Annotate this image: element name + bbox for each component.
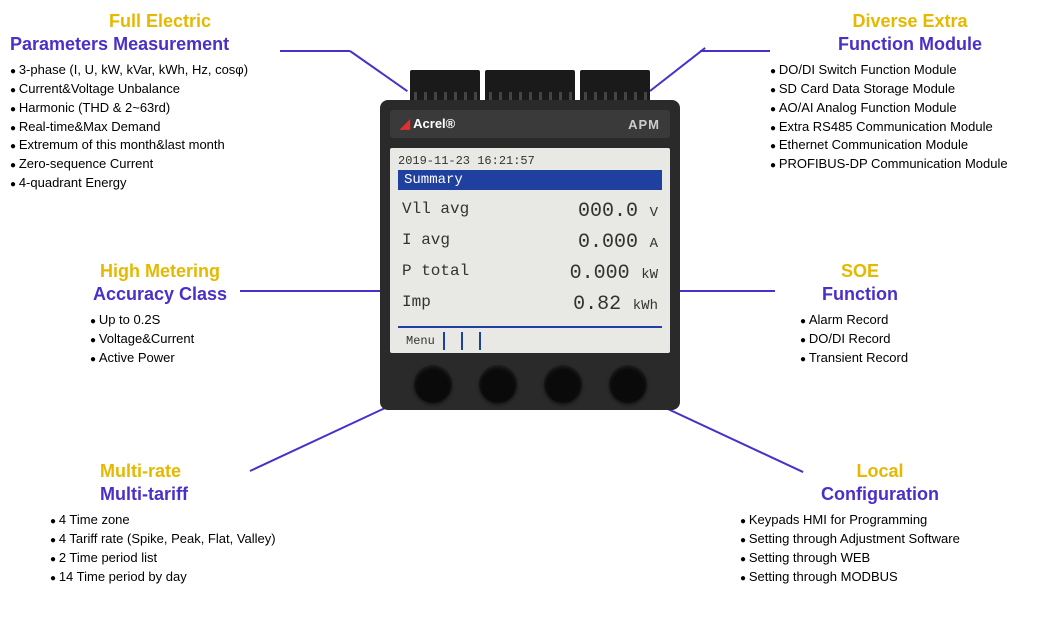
title-line1: High Metering [60, 260, 260, 283]
feature-title: Full Electric Parameters Measurement [10, 10, 310, 55]
feature-item: 4-quadrant Energy [10, 174, 310, 193]
feature-item: 2 Time period list [50, 549, 330, 568]
lcd-title: Summary [398, 170, 662, 190]
feature-item: Setting through Adjustment Software [740, 530, 1020, 549]
device-body: ◢ Acrel® APM 2019-11-23 16:21:57 Summary… [380, 100, 680, 410]
lcd-row-label: Imp [402, 293, 431, 316]
feature-item: 14 Time period by day [50, 568, 330, 587]
lcd-row-value: 0.000 kW [570, 262, 658, 285]
lcd-screen: 2019-11-23 16:21:57 Summary Vll avg 000.0… [390, 148, 670, 353]
callout-line [240, 290, 380, 292]
feature-item: Ethernet Communication Module [770, 136, 1050, 155]
lcd-row-label: P total [402, 262, 469, 285]
feature-full-electric: Full Electric Parameters Measurement 3-p… [10, 10, 310, 193]
feature-item: Active Power [90, 349, 260, 368]
feature-item: Extremum of this month&last month [10, 136, 310, 155]
device-button-1[interactable] [414, 365, 452, 403]
callout-line [680, 290, 775, 292]
feature-item: Current&Voltage Unbalance [10, 80, 310, 99]
feature-item: Transient Record [800, 349, 940, 368]
feature-soe: SOE Function Alarm RecordDO/DI RecordTra… [780, 260, 940, 368]
feature-item: Extra RS485 Communication Module [770, 118, 1050, 137]
feature-item: Alarm Record [800, 311, 940, 330]
title-line2: Multi-tariff [50, 483, 330, 506]
lcd-menu: Menu [398, 326, 662, 350]
title-line1: Full Electric [10, 10, 310, 33]
lcd-row: I avg 0.000 A [398, 227, 662, 258]
device-meter: ◢ Acrel® APM 2019-11-23 16:21:57 Summary… [380, 70, 680, 410]
lcd-row-label: Vll avg [402, 200, 469, 223]
feature-multitariff: Multi-rate Multi-tariff 4 Time zone4 Tar… [50, 460, 330, 586]
brand-label: ◢ Acrel® [400, 116, 455, 132]
feature-item: Keypads HMI for Programming [740, 511, 1020, 530]
feature-title: Diverse Extra Function Module [770, 10, 1050, 55]
buttons-row [390, 365, 670, 403]
feature-list: Alarm RecordDO/DI RecordTransient Record [780, 311, 940, 368]
feature-title: High Metering Accuracy Class [60, 260, 260, 305]
title-line1: Diverse Extra [770, 10, 1050, 33]
lcd-row: P total 0.000 kW [398, 258, 662, 289]
title-line2: Accuracy Class [60, 283, 260, 306]
feature-list: DO/DI Switch Function ModuleSD Card Data… [770, 61, 1050, 174]
feature-item: DO/DI Record [800, 330, 940, 349]
lcd-rows: Vll avg 000.0 V I avg 0.000 A P total 0.000 k… [398, 196, 662, 320]
callout-line [280, 50, 350, 52]
feature-list: Up to 0.2SVoltage&CurrentActive Power [60, 311, 260, 368]
title-line2: Function [780, 283, 940, 306]
title-line2: Parameters Measurement [10, 33, 310, 56]
lcd-row-value: 0.82 kWh [573, 293, 658, 316]
title-line2: Function Module [770, 33, 1050, 56]
feature-list: Keypads HMI for ProgrammingSetting throu… [740, 511, 1020, 586]
feature-list: 4 Time zone4 Tariff rate (Spike, Peak, F… [50, 511, 330, 586]
device-button-4[interactable] [609, 365, 647, 403]
callout-line [700, 50, 770, 52]
lcd-row: Imp 0.82 kWh [398, 289, 662, 320]
feature-item: Real-time&Max Demand [10, 118, 310, 137]
device-button-2[interactable] [479, 365, 517, 403]
title-line1: Multi-rate [50, 460, 330, 483]
feature-accuracy: High Metering Accuracy Class Up to 0.2SV… [60, 260, 260, 368]
lcd-row-value: 000.0 V [578, 200, 658, 223]
lcd-row: Vll avg 000.0 V [398, 196, 662, 227]
feature-list: 3-phase (I, U, kW, kVar, kWh, Hz, cosφ)C… [10, 61, 310, 193]
title-line2: Configuration [740, 483, 1020, 506]
lcd-row-value: 0.000 A [578, 231, 658, 254]
feature-item: 4 Time zone [50, 511, 330, 530]
feature-item: Zero-sequence Current [10, 155, 310, 174]
feature-item: Voltage&Current [90, 330, 260, 349]
title-line1: SOE [780, 260, 940, 283]
feature-item: DO/DI Switch Function Module [770, 61, 1050, 80]
feature-item: AO/AI Analog Function Module [770, 99, 1050, 118]
lcd-datetime: 2019-11-23 16:21:57 [398, 154, 662, 168]
feature-local-config: Local Configuration Keypads HMI for Prog… [740, 460, 1020, 586]
feature-item: Setting through MODBUS [740, 568, 1020, 587]
brand-bar: ◢ Acrel® APM [390, 110, 670, 138]
feature-item: Setting through WEB [740, 549, 1020, 568]
feature-title: Multi-rate Multi-tariff [50, 460, 330, 505]
feature-item: Up to 0.2S [90, 311, 260, 330]
feature-item: SD Card Data Storage Module [770, 80, 1050, 99]
feature-item: PROFIBUS-DP Communication Module [770, 155, 1050, 174]
feature-title: Local Configuration [740, 460, 1020, 505]
feature-item: 4 Tariff rate (Spike, Peak, Flat, Valley… [50, 530, 330, 549]
device-button-3[interactable] [544, 365, 582, 403]
model-label: APM [628, 117, 660, 132]
feature-item: Harmonic (THD & 2~63rd) [10, 99, 310, 118]
feature-item: 3-phase (I, U, kW, kVar, kWh, Hz, cosφ) [10, 61, 310, 80]
feature-function-module: Diverse Extra Function Module DO/DI Swit… [770, 10, 1050, 174]
lcd-menu-label: Menu [398, 332, 445, 350]
lcd-row-label: I avg [402, 231, 450, 254]
feature-title: SOE Function [780, 260, 940, 305]
